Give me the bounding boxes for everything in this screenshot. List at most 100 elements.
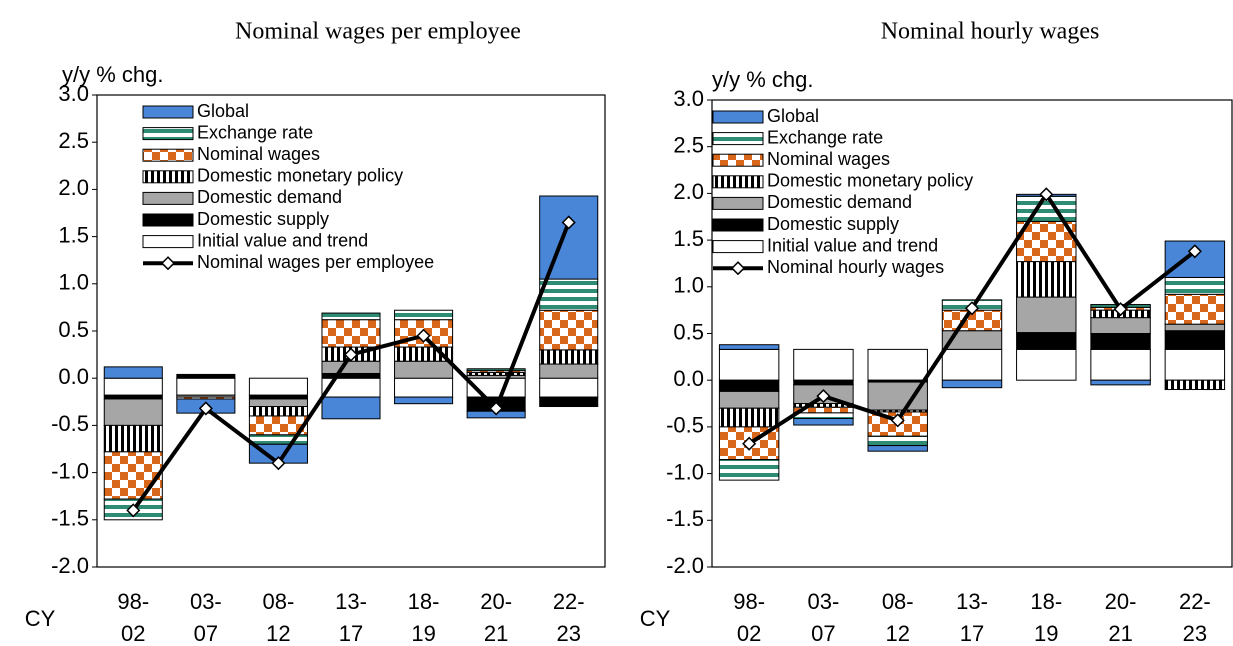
bar-segment: [718, 348, 780, 381]
legend-swatch: [142, 105, 194, 119]
y-tick-label: 1.0: [58, 270, 89, 295]
x-tick-label: 20-21: [1105, 589, 1137, 646]
bar-segment: [539, 349, 599, 365]
y-tick-label: 3.0: [58, 81, 89, 106]
bar-segment: [793, 412, 854, 419]
bar-segment: [539, 195, 599, 280]
bar-segment: [1016, 261, 1077, 298]
bar-segment: [941, 348, 1003, 381]
legend-marker: [160, 256, 176, 271]
y-tick-label: -1.5: [666, 506, 704, 531]
x-tick-label: 20-21: [480, 589, 512, 646]
legend-label: Exchange rate: [767, 127, 883, 147]
bar-segment: [321, 312, 381, 321]
legend-label: Nominal hourly wages: [767, 257, 944, 277]
x-axis-label: CY: [640, 606, 671, 631]
bar-segment: [394, 377, 454, 398]
chart-title: Nominal hourly wages: [881, 19, 1100, 45]
bar-segment: [1164, 330, 1226, 350]
legend-label: Nominal wages: [197, 144, 320, 164]
x-tick-label: 98-02: [733, 589, 765, 646]
bar-segment: [718, 344, 780, 350]
bar-segment: [321, 319, 381, 348]
y-tick-label: 2.5: [673, 133, 704, 158]
y-tick-label: 2.0: [673, 179, 704, 204]
y-tick-label: 0.0: [673, 366, 704, 391]
bar-segment: [867, 435, 928, 447]
legend-label: Domestic monetary policy: [767, 171, 973, 191]
y-axis-label: y/y % chg.: [712, 67, 813, 92]
bar-segment: [176, 377, 236, 396]
line-marker: [416, 328, 431, 343]
bar-segment: [793, 348, 854, 381]
bar-segment: [867, 348, 928, 381]
line-marker: [343, 347, 359, 362]
y-tick-label: 0.5: [58, 317, 89, 342]
line-marker: [1039, 187, 1054, 202]
bar-segment: [321, 360, 381, 374]
legend-label: Nominal wages per employee: [197, 252, 434, 272]
line-marker: [890, 413, 905, 428]
bar-segment: [867, 445, 928, 452]
y-tick-label: -2.0: [666, 553, 704, 578]
bar-segment: [539, 377, 599, 398]
legend-swatch: [712, 196, 764, 210]
line-marker: [561, 215, 576, 230]
bar-segment: [394, 396, 454, 405]
bar-segment: [103, 398, 163, 426]
line-marker: [964, 301, 980, 316]
legend-label: Exchange rate: [197, 122, 313, 142]
bar-segment: [103, 394, 163, 400]
y-tick-label: 0.0: [58, 364, 89, 389]
bar-segment: [1164, 276, 1226, 295]
legend-label: Initial value and trend: [767, 235, 938, 255]
bar-segment: [103, 377, 163, 396]
bar-segment: [1016, 296, 1077, 334]
legend-label: Initial value and trend: [197, 230, 368, 250]
legend-label: Domestic monetary policy: [197, 166, 403, 186]
legend-label: Nominal wages: [767, 149, 890, 169]
bar-segment: [248, 406, 308, 417]
x-tick-label: 08-12: [882, 589, 914, 646]
y-tick-label: -0.5: [51, 411, 89, 436]
legend-marker: [730, 261, 746, 276]
y-tick-label: -0.5: [666, 413, 704, 438]
bar-segment: [321, 396, 381, 420]
bar-segment: [394, 309, 454, 321]
bar-segment: [394, 360, 454, 379]
bar-segment: [718, 407, 780, 428]
legend-label: Domestic supply: [767, 214, 899, 234]
line-marker: [1187, 244, 1202, 259]
bar-segment: [103, 366, 163, 379]
bar-segment: [1090, 379, 1151, 386]
bar-segment: [539, 396, 599, 408]
x-tick-label: 03-07: [190, 589, 222, 646]
line-marker: [742, 436, 757, 451]
bar-segment: [321, 372, 381, 379]
legend-label: Domestic supply: [197, 209, 329, 229]
y-tick-label: -1.0: [51, 458, 89, 483]
bar-segment: [1090, 317, 1151, 335]
bar-segment: [248, 377, 308, 396]
bar-segment: [1016, 332, 1077, 350]
legend-label: Domestic demand: [767, 192, 912, 212]
y-axis-label: y/y % chg.: [62, 62, 163, 87]
line-marker: [816, 389, 831, 404]
legend-swatch: [142, 235, 194, 249]
bar-segment: [1164, 293, 1226, 325]
bar-segment: [248, 394, 308, 400]
bar-segment: [793, 417, 854, 426]
bar-segment: [539, 363, 599, 379]
bar-segment: [539, 278, 599, 311]
bar-segment: [1164, 379, 1226, 391]
legend-swatch: [712, 218, 764, 232]
chart-title: Nominal wages per employee: [235, 19, 521, 45]
bar-segment: [466, 368, 526, 372]
y-tick-label: -1.0: [666, 459, 704, 484]
y-tick-label: 1.5: [673, 226, 704, 251]
legend-swatch: [712, 240, 764, 254]
bar-segment: [248, 398, 308, 408]
x-tick-label: 13-17: [335, 589, 367, 646]
bar-segment: [718, 390, 780, 409]
